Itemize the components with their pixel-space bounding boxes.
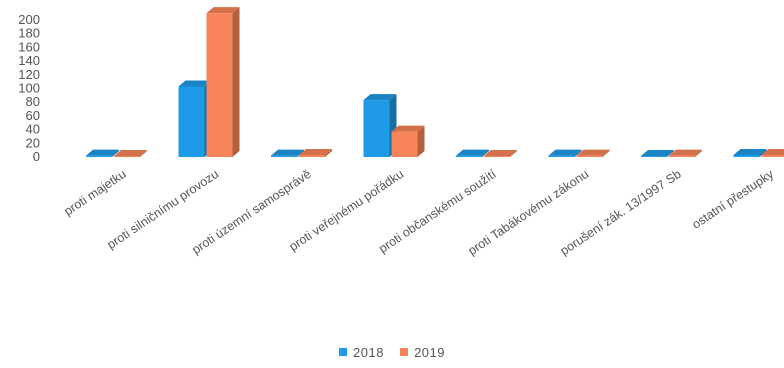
y-tick-label: 160: [18, 39, 40, 54]
y-tick-label: 140: [18, 53, 40, 68]
bar-2018-5: [456, 149, 489, 157]
bar-2018-6: [548, 149, 582, 157]
legend-item-2019: 2019: [400, 345, 445, 360]
x-category-label: proti majetku: [62, 167, 129, 219]
y-tick-label: 80: [26, 94, 40, 109]
legend-swatch-2018: [339, 348, 348, 356]
y-tick-label: 180: [18, 26, 40, 41]
bar-2018-7: [641, 150, 674, 157]
y-tick-label: 100: [18, 81, 40, 96]
bar-2019-8: [761, 148, 784, 157]
legend-label-2018: 2018: [353, 345, 384, 360]
legend-swatch-2019: [400, 348, 409, 356]
y-tick-label: 0: [33, 149, 40, 164]
y-tick-label: 200: [18, 12, 40, 27]
legend: 2018 2019: [0, 345, 784, 360]
legend-item-2018: 2018: [339, 345, 384, 360]
bars: [86, 7, 784, 158]
legend-label-2019: 2019: [414, 345, 445, 360]
bar-2019-4: [391, 125, 425, 157]
bar-2019-6: [576, 149, 610, 157]
y-tick-label: 60: [26, 108, 40, 123]
bar-2019-2: [206, 7, 240, 158]
y-tick-label: 40: [26, 122, 40, 137]
y-tick-label: 20: [26, 135, 40, 150]
bar-2018-3: [271, 149, 304, 157]
x-category-label: ostatní přestupky: [689, 166, 776, 231]
bar-2019-5: [484, 150, 517, 157]
bar-2019-1: [114, 150, 147, 157]
bar-2019-7: [669, 149, 702, 157]
y-tick-label: 120: [18, 67, 40, 82]
bar-2018-4: [363, 94, 397, 157]
bar-2018-1: [86, 149, 119, 157]
bar-2018-8: [733, 148, 767, 157]
bar-2019-3: [299, 148, 332, 157]
